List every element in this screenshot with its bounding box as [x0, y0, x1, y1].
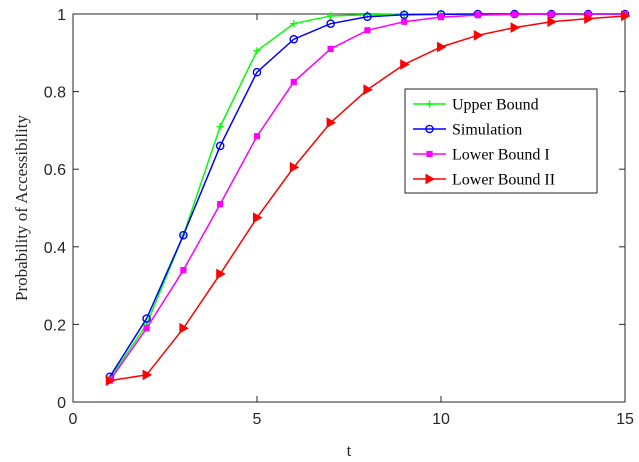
- legend-item: Lower Bound II: [413, 172, 555, 189]
- data-point: [547, 16, 557, 28]
- data-point: [425, 173, 436, 185]
- series-layer: [105, 9, 631, 387]
- data-point: [364, 27, 371, 34]
- data-point: [426, 150, 433, 158]
- legend-item: Simulation: [413, 122, 522, 139]
- data-point: [253, 212, 263, 224]
- data-point: [437, 41, 447, 53]
- y-tick-label: 0.2: [44, 317, 66, 334]
- data-point: [425, 100, 434, 108]
- data-point: [326, 117, 337, 128]
- x-tick-label: 5: [253, 411, 262, 428]
- data-point: [584, 13, 594, 25]
- data-point: [474, 12, 481, 19]
- data-point: [142, 369, 153, 381]
- data-point: [179, 322, 189, 334]
- y-axis-title: Probability of Accessibility: [12, 114, 31, 301]
- y-tick-labels: 0 0.2 0.4 0.6 0.8 1: [44, 7, 66, 412]
- legend-label: Simulation: [452, 122, 522, 139]
- data-point: [289, 34, 299, 44]
- data-point: [105, 375, 116, 387]
- x-axis-title: t: [347, 441, 352, 460]
- data-point: [621, 10, 631, 22]
- data-point: [216, 122, 224, 131]
- data-point: [143, 325, 150, 332]
- x-tick-label: 15: [616, 411, 634, 428]
- y-tick-label: 0.8: [44, 85, 66, 102]
- data-point: [215, 141, 225, 151]
- data-point: [363, 12, 372, 22]
- data-point: [253, 133, 261, 140]
- plot-area: [72, 13, 626, 403]
- series: [105, 10, 631, 387]
- legend-label: Upper Bound: [452, 97, 539, 114]
- data-point: [142, 314, 151, 323]
- data-point: [290, 78, 297, 86]
- y-tick-label: 0.6: [44, 162, 66, 179]
- data-point: [327, 12, 335, 20]
- data-point: [548, 10, 555, 18]
- y-tick-label: 1: [57, 7, 66, 24]
- legend-item: Lower Bound I: [413, 147, 550, 164]
- data-point: [326, 19, 335, 29]
- legend-box: [404, 88, 598, 194]
- legend-items: Upper Bound Simulation Lower Bound I Lower …: [413, 97, 555, 189]
- data-point: [511, 11, 518, 18]
- x-tick-label: 10: [432, 411, 450, 428]
- data-point: [289, 161, 300, 173]
- data-point: [179, 230, 188, 240]
- data-point: [400, 59, 410, 70]
- x-tick-label: 0: [69, 411, 78, 428]
- legend: Upper Bound Simulation Lower Bound I Lower …: [404, 88, 598, 194]
- y-tick-label: 0: [57, 395, 66, 412]
- data-point: [425, 124, 434, 134]
- data-point: [473, 29, 484, 41]
- y-tick-label: 0.4: [44, 240, 66, 257]
- legend-label: Lower Bound I: [452, 147, 550, 164]
- data-point: [399, 10, 409, 20]
- data-point: [252, 67, 262, 77]
- legend-label: Lower Bound II: [452, 172, 555, 189]
- data-point: [216, 268, 226, 280]
- legend-item: Upper Bound: [413, 97, 539, 114]
- data-point: [327, 45, 334, 53]
- data-point: [217, 201, 224, 208]
- data-point: [253, 47, 261, 55]
- data-point: [290, 20, 298, 28]
- x-tick-labels: 0 5 10 15: [69, 411, 634, 428]
- data-point: [180, 266, 187, 274]
- data-point: [510, 22, 521, 33]
- data-point: [437, 14, 445, 21]
- data-point: [363, 84, 373, 96]
- data-point: [401, 18, 408, 25]
